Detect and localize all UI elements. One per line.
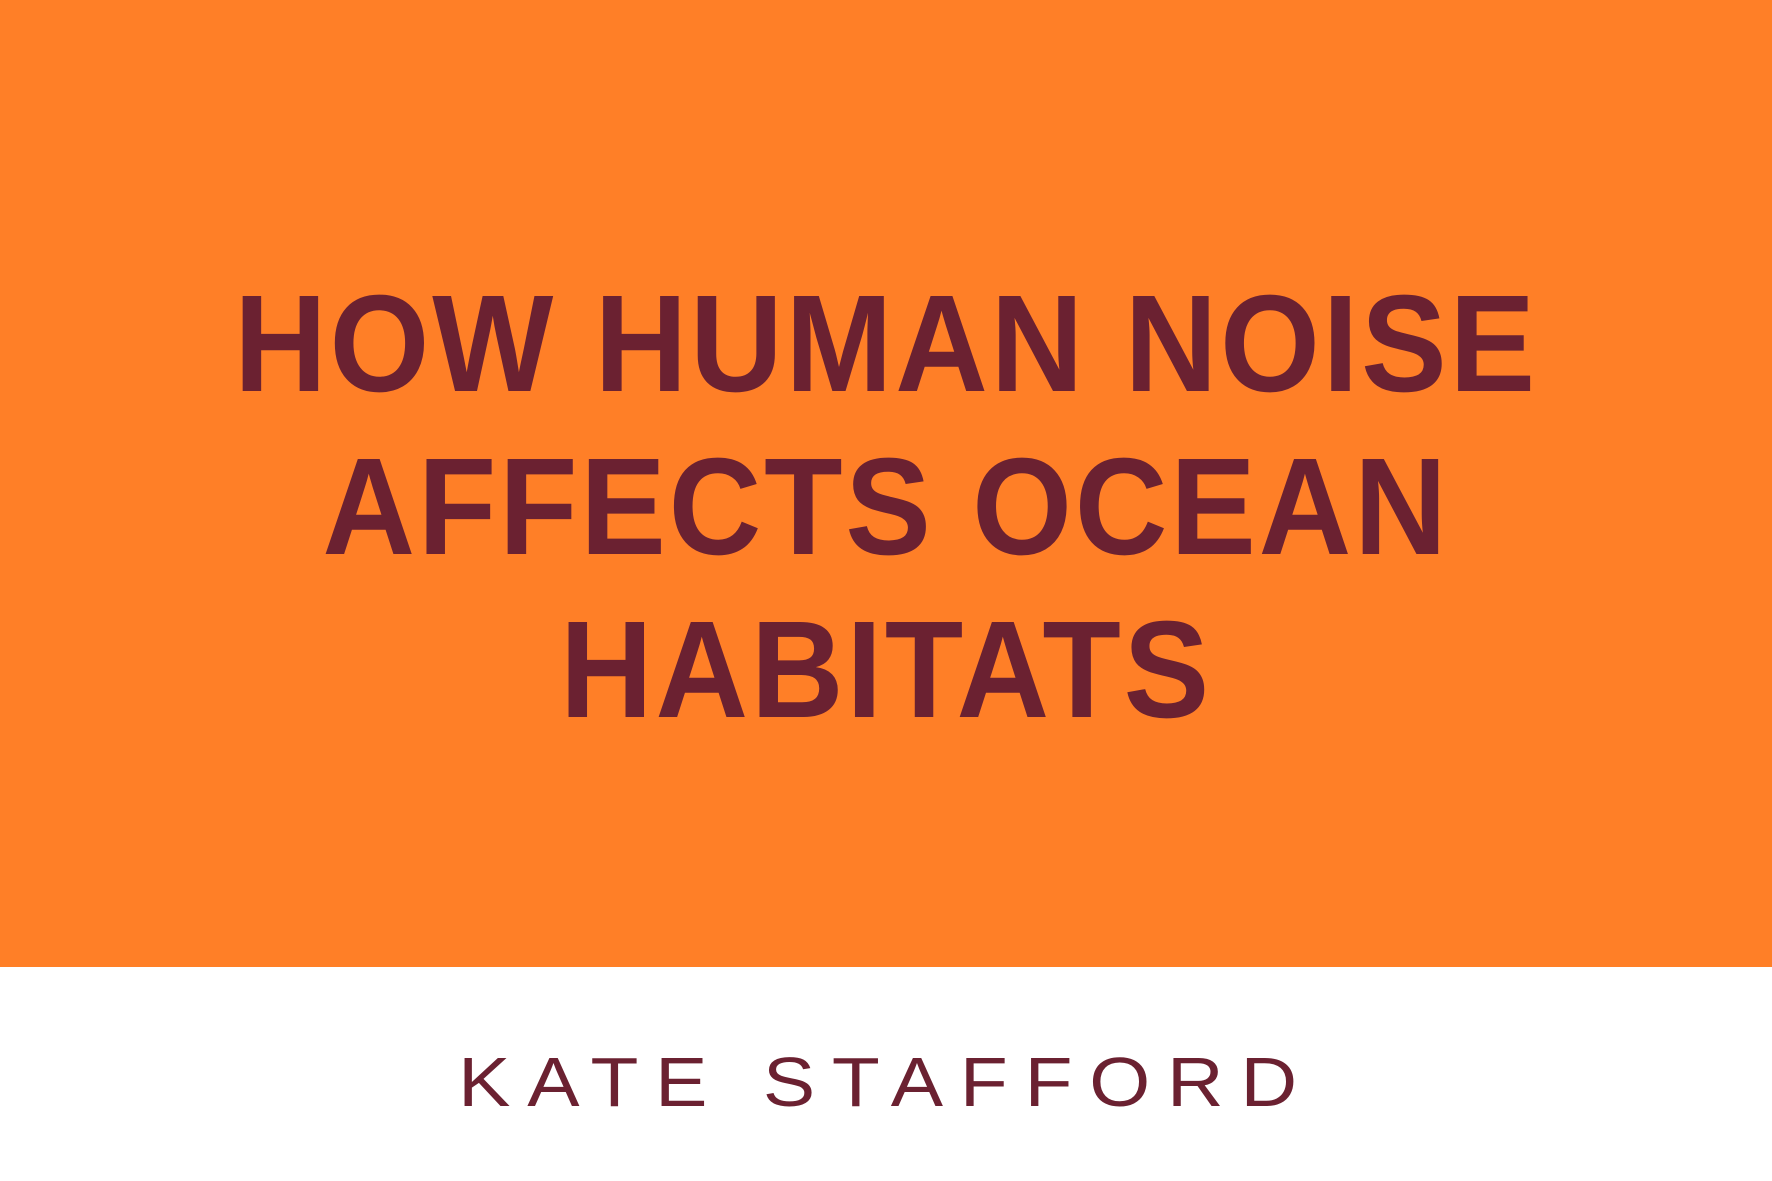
title-line-2: AFFECTS OCEAN xyxy=(322,430,1450,584)
title-banner: HOW HUMAN NOISE AFFECTS OCEAN HABITATS xyxy=(0,0,1772,967)
title-line-3: HABITATS xyxy=(559,593,1213,747)
book-title: HOW HUMAN NOISE AFFECTS OCEAN HABITATS xyxy=(62,263,1710,752)
author-name: KATE STAFFORD xyxy=(458,1043,1314,1121)
title-line-1: HOW HUMAN NOISE xyxy=(234,267,1538,421)
